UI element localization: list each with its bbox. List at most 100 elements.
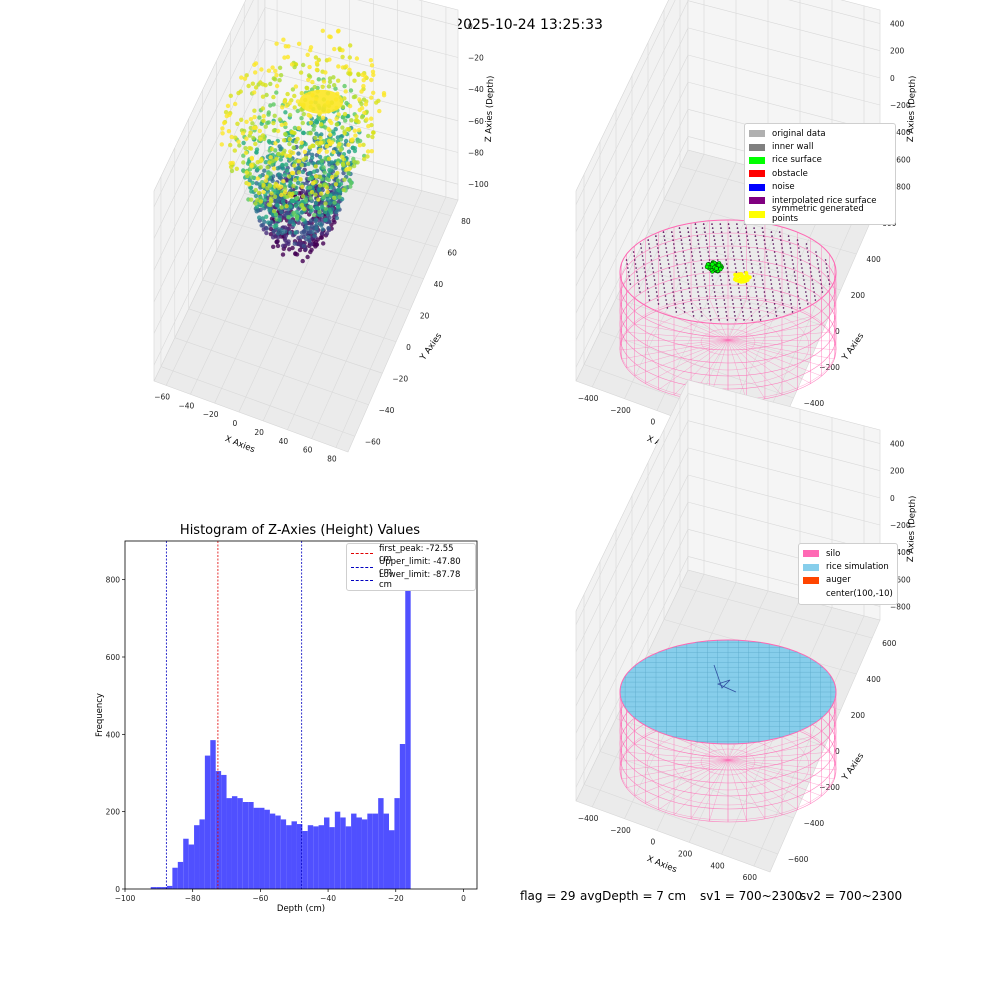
interpolated-point [799, 307, 801, 309]
data-point [340, 125, 345, 130]
interpolated-point [803, 283, 806, 285]
data-point [288, 204, 293, 209]
interpolated-point [743, 319, 745, 321]
z-tick-label: 0 [468, 22, 473, 31]
panel2-legend: original data inner wall rice surface ob… [744, 123, 896, 225]
interpolated-point [783, 259, 785, 261]
x-tick-label: 20 [254, 428, 264, 437]
data-point [268, 232, 274, 237]
data-point [316, 197, 321, 202]
interpolated-point [763, 291, 766, 293]
data-point [284, 153, 289, 158]
data-point [299, 210, 304, 215]
interpolated-point [697, 239, 699, 241]
interpolated-point [805, 295, 808, 297]
data-point [323, 201, 328, 206]
histogram-bar [199, 819, 205, 889]
data-point [229, 134, 234, 140]
data-point [308, 229, 313, 235]
interpolated-point [671, 287, 674, 289]
data-point [347, 103, 353, 109]
interpolated-point [762, 283, 764, 285]
data-point [287, 137, 292, 142]
histogram-bar [166, 885, 173, 889]
interpolated-point [673, 243, 675, 245]
x-tick-label: 0 [650, 838, 655, 847]
interpolated-point [677, 271, 679, 273]
interpolated-point [675, 311, 678, 313]
interpolated-point [695, 231, 698, 233]
grid-line [202, 279, 397, 343]
data-point-cluster [299, 89, 344, 114]
legend-label: noise [772, 182, 795, 193]
symmetric-point [739, 279, 744, 284]
interpolated-point [715, 299, 717, 301]
data-point [305, 86, 310, 91]
legend-swatch [749, 143, 765, 151]
data-point [366, 133, 371, 139]
interpolated-point [743, 267, 745, 269]
interpolated-point [671, 231, 673, 233]
data-point [369, 149, 374, 154]
data-point [266, 220, 271, 225]
silo-cone-line [727, 339, 747, 402]
interpolated-point [692, 311, 694, 313]
interpolated-point [674, 303, 676, 305]
histogram-bar [291, 821, 297, 889]
data-point [235, 121, 240, 127]
data-point [278, 73, 284, 78]
data-point [287, 153, 292, 158]
interpolated-point [731, 247, 734, 249]
data-point [287, 101, 292, 106]
silo-cone-line [727, 759, 747, 822]
histogram-bar [334, 811, 341, 889]
data-point [321, 165, 326, 170]
data-point [299, 163, 304, 168]
interpolated-point [720, 283, 723, 285]
interpolated-point [757, 303, 759, 305]
data-point [236, 90, 241, 96]
interpolated-point [755, 243, 758, 245]
data-point [276, 227, 281, 232]
histogram-bar [248, 802, 254, 889]
interpolated-point [701, 263, 703, 265]
grid-line [575, 82, 689, 314]
data-point [260, 82, 266, 87]
data-point [369, 116, 374, 121]
data-point [362, 110, 367, 116]
interpolated-point [654, 283, 657, 285]
data-point [326, 84, 332, 89]
legend-item: silo [803, 547, 891, 560]
data-point [369, 63, 375, 68]
interpolated-point [748, 251, 751, 253]
interpolated-point [722, 291, 724, 293]
interpolated-point [805, 291, 807, 293]
interpolated-point [690, 247, 692, 249]
data-point [270, 235, 276, 240]
interpolated-point [775, 263, 778, 265]
interpolated-point [750, 259, 752, 261]
data-point [335, 29, 341, 34]
data-point [317, 154, 323, 160]
interpolated-point [780, 295, 783, 297]
interpolated-point [689, 295, 692, 297]
interpolated-point [732, 303, 734, 305]
data-point [273, 68, 278, 74]
interpolated-point [700, 259, 702, 261]
data-point [260, 94, 266, 99]
data-point [244, 73, 249, 78]
data-point [286, 241, 291, 247]
interpolated-point [717, 315, 720, 317]
interpolated-point [782, 303, 784, 305]
data-point [223, 110, 229, 115]
grid-line [575, 136, 689, 368]
interpolated-point [770, 283, 773, 285]
data-point [306, 235, 311, 240]
grid-line [575, 502, 689, 734]
legend-item: Upper_limit: -47.80 cm [351, 557, 469, 577]
data-point [332, 220, 337, 225]
data-point [281, 37, 286, 42]
interpolated-point [758, 259, 761, 261]
data-point [283, 131, 288, 137]
data-point [336, 64, 341, 69]
